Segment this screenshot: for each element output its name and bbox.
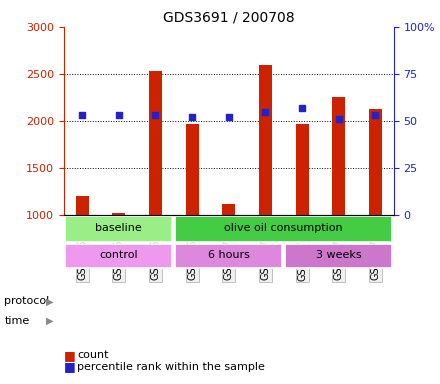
Bar — [175, 217, 392, 242]
Bar — [369, 109, 382, 215]
Text: olive oil consumption: olive oil consumption — [224, 223, 343, 233]
Text: ■: ■ — [64, 349, 76, 362]
Bar — [65, 217, 172, 242]
Text: time: time — [4, 316, 29, 326]
Text: 6 hours: 6 hours — [208, 250, 250, 260]
Text: percentile rank within the sample: percentile rank within the sample — [77, 362, 265, 372]
Text: ▶: ▶ — [46, 296, 54, 306]
Bar — [296, 124, 308, 215]
Title: GDS3691 / 200708: GDS3691 / 200708 — [163, 10, 295, 24]
Point — [79, 112, 86, 118]
Point — [299, 105, 306, 111]
Bar — [332, 98, 345, 215]
Point — [225, 114, 232, 120]
Point — [262, 109, 269, 115]
Bar — [175, 244, 282, 268]
Bar — [285, 244, 392, 268]
Point — [115, 112, 122, 118]
Bar — [76, 196, 88, 215]
Point — [335, 116, 342, 122]
Text: protocol: protocol — [4, 296, 50, 306]
Bar — [186, 124, 198, 215]
Bar — [259, 65, 272, 215]
Text: ▶: ▶ — [46, 316, 54, 326]
Text: ■: ■ — [64, 360, 76, 373]
Point — [152, 112, 159, 118]
Bar — [112, 213, 125, 215]
Point — [189, 114, 196, 120]
Point — [372, 112, 379, 118]
Text: baseline: baseline — [95, 223, 142, 233]
Bar — [222, 204, 235, 215]
Bar — [65, 244, 172, 268]
Text: count: count — [77, 350, 109, 360]
Bar — [149, 71, 162, 215]
Text: 3 weeks: 3 weeks — [316, 250, 362, 260]
Text: control: control — [99, 250, 138, 260]
